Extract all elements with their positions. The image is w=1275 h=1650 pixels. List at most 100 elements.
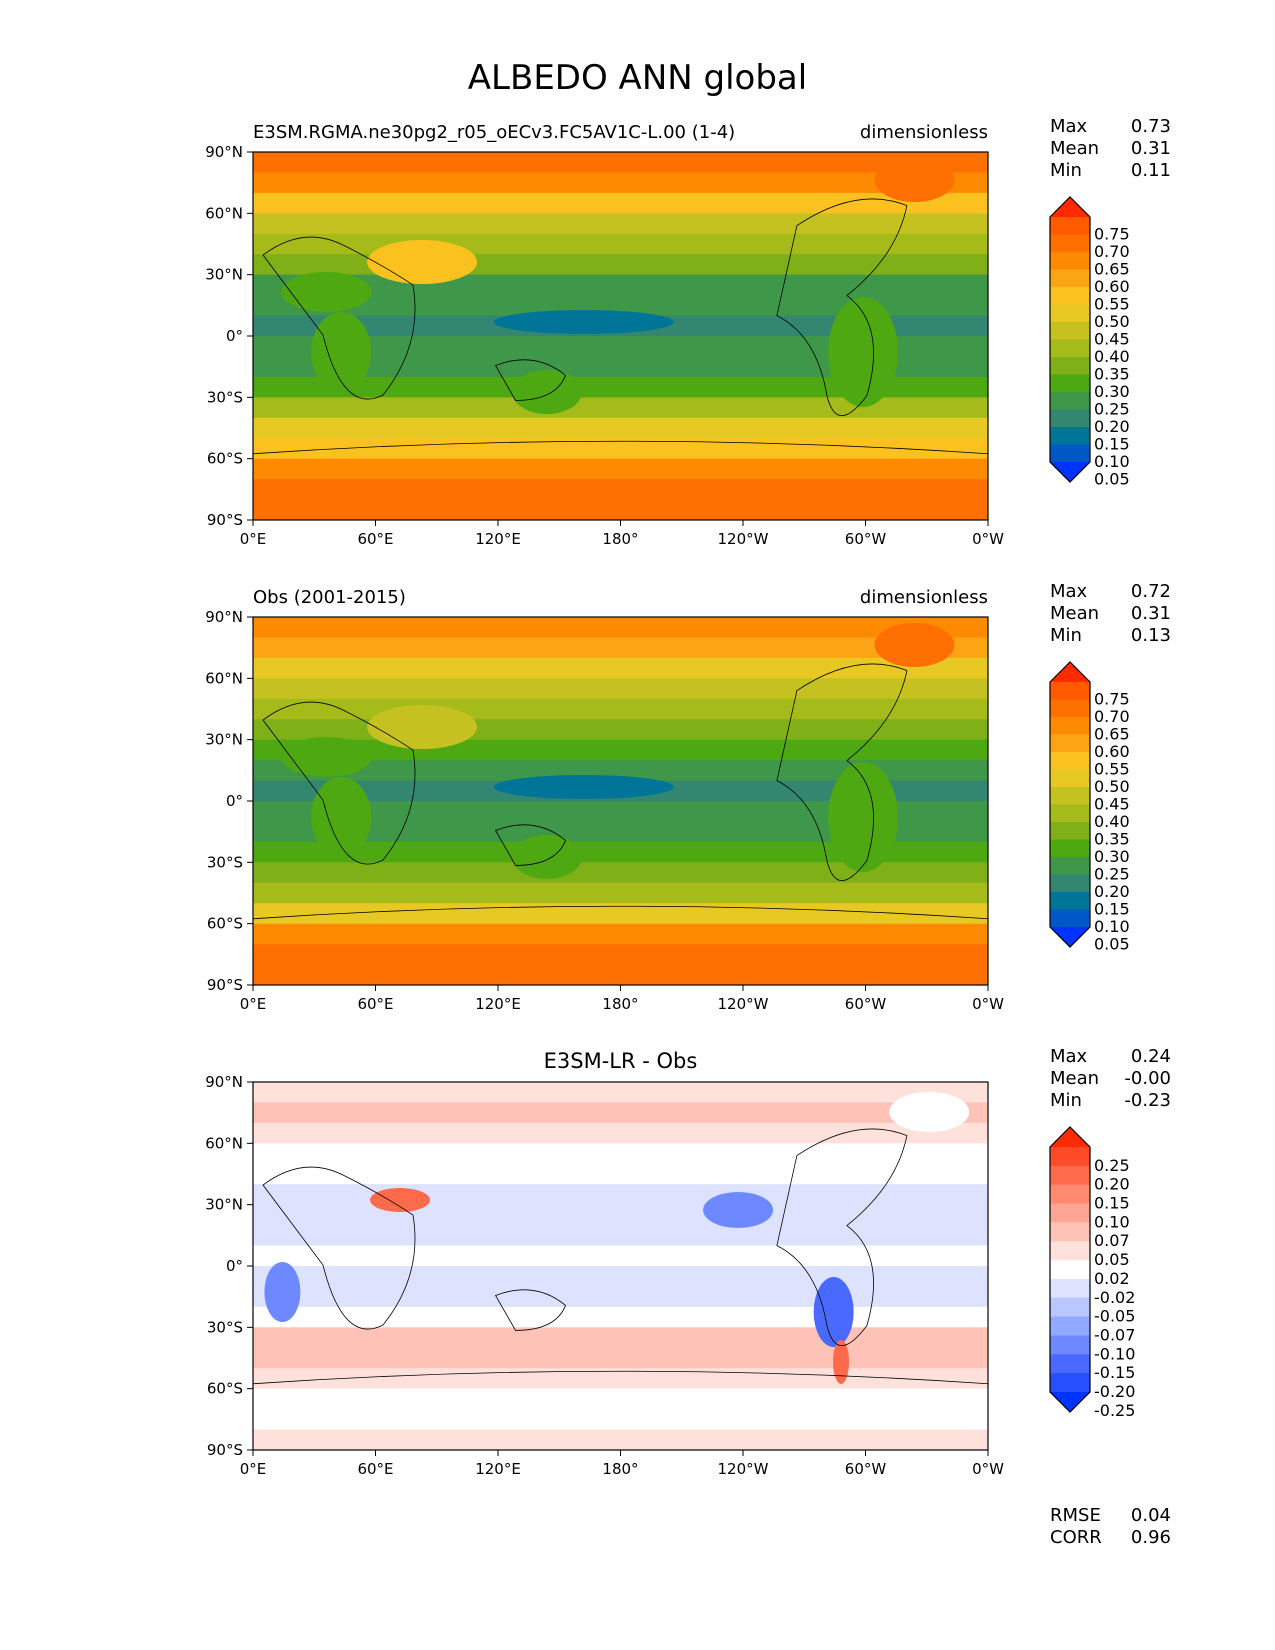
y-tick-label: 30°S <box>207 853 243 871</box>
zonal-band <box>253 1306 988 1328</box>
y-tick-label: 90°S <box>207 976 243 994</box>
regional-feature <box>889 1092 970 1132</box>
colorbar-swatch <box>1050 822 1090 840</box>
colorbar-swatch <box>1050 339 1090 358</box>
regional-feature <box>281 737 372 777</box>
x-tick-label: 120°W <box>718 995 769 1013</box>
colorbar-level-label: 0.75 <box>1094 225 1130 244</box>
zonal-band <box>253 1388 988 1410</box>
colorbar-swatch <box>1050 1278 1090 1299</box>
regional-feature <box>828 297 899 407</box>
panel-title-left: Obs (2001-2015) <box>253 587 406 608</box>
coastline <box>252 1128 989 1385</box>
colorbar-swatch <box>1050 874 1090 893</box>
colorbar-swatch <box>1050 1373 1090 1393</box>
colorbar: 0.250.200.150.100.070.050.02-0.02-0.05-0… <box>1049 1126 1135 1420</box>
zonal-band <box>253 1204 988 1226</box>
colorbar-level-label: 0.50 <box>1094 777 1130 796</box>
zonal-band <box>253 862 988 884</box>
colorbar-swatch <box>1050 1297 1090 1318</box>
zonal-band <box>253 479 988 501</box>
zonal-band <box>253 499 988 521</box>
colorbar-swatch <box>1050 252 1090 270</box>
colorbar-level-label: 0.50 <box>1094 312 1130 331</box>
colorbar-swatch <box>1050 717 1090 735</box>
colorbar-level-label: 0.45 <box>1094 795 1130 814</box>
y-tick-label: 30°S <box>207 1318 243 1336</box>
colorbar-level-label: -0.10 <box>1094 1344 1135 1363</box>
colorbar-level-label: 0.07 <box>1094 1231 1130 1250</box>
colorbar-swatch <box>1050 444 1090 463</box>
regional-feature <box>874 158 955 202</box>
colorbar-level-label: 0.20 <box>1094 417 1130 436</box>
colorbar-swatch <box>1050 217 1090 235</box>
zonal-band <box>253 376 988 398</box>
colorbar-swatch <box>1050 857 1090 875</box>
colorbar-extend-max <box>1050 662 1090 682</box>
stat-label-min: Min <box>1050 160 1082 181</box>
stat-label-min: Min <box>1050 1090 1082 1111</box>
colorbar-level-label: -0.07 <box>1094 1325 1135 1344</box>
colorbar-swatch <box>1050 392 1090 410</box>
colorbar-level-label: 0.35 <box>1094 365 1130 384</box>
zonal-band <box>253 1245 988 1267</box>
y-tick-label: 90°S <box>207 1441 243 1459</box>
colorbar-swatch <box>1050 1354 1090 1374</box>
x-tick-label: 60°E <box>357 995 393 1013</box>
colorbar-level-label: 0.70 <box>1094 242 1130 261</box>
y-tick-label: 30°N <box>205 1196 243 1214</box>
stat-value-max: 0.73 <box>1130 116 1171 137</box>
zonal-band <box>253 719 988 741</box>
colorbar-extend-min <box>1050 462 1090 482</box>
regional-feature <box>512 370 582 414</box>
zonal-band <box>253 1266 988 1287</box>
zonal-band <box>253 637 988 659</box>
colorbar-level-label: 0.02 <box>1094 1269 1130 1288</box>
x-tick-label: 120°E <box>475 1460 521 1478</box>
colorbar-swatch <box>1050 1222 1090 1242</box>
regional-feature <box>367 240 478 284</box>
zonal-band <box>253 438 988 460</box>
colorbar-swatch <box>1050 409 1090 428</box>
figure-title: ALBEDO ANN global <box>467 58 808 98</box>
stat-value-mean: 0.31 <box>1130 603 1171 624</box>
zonal-band <box>253 1409 988 1431</box>
zonal-band <box>253 923 988 945</box>
zonal-band <box>253 657 988 679</box>
colorbar: 0.750.700.650.600.550.500.450.400.350.30… <box>1049 196 1130 489</box>
colorbar-extend-max <box>1050 1127 1090 1147</box>
x-tick-label: 0°W <box>972 1460 1004 1478</box>
colorbar-level-label: 0.15 <box>1094 900 1130 919</box>
colorbar-swatch <box>1050 287 1090 305</box>
panel-units: dimensionless <box>859 122 988 143</box>
colorbar-level-label: 0.20 <box>1094 882 1130 901</box>
regional-feature <box>264 1262 301 1322</box>
y-tick-label: 60°N <box>205 204 243 222</box>
zonal-band <box>253 1122 988 1144</box>
zonal-band <box>253 1184 988 1206</box>
colorbar-level-label: 0.40 <box>1094 812 1130 831</box>
colorbar-level-label: 0.55 <box>1094 760 1130 779</box>
colorbar-level-label: -0.02 <box>1094 1288 1135 1307</box>
colorbar-extend-min <box>1050 1392 1090 1412</box>
y-tick-label: 30°N <box>205 731 243 749</box>
zonal-band <box>253 254 988 276</box>
colorbar-level-label: 0.15 <box>1094 1194 1130 1213</box>
colorbar-swatch <box>1050 322 1090 340</box>
colorbar-swatch <box>1050 804 1090 823</box>
colorbar-swatch <box>1050 839 1090 858</box>
colorbar-swatch <box>1050 374 1090 393</box>
zonal-band <box>253 617 988 638</box>
zonal-band <box>253 1347 988 1369</box>
colorbar-swatch <box>1050 1335 1090 1355</box>
y-tick-label: 60°S <box>207 915 243 933</box>
colorbar-level-label: -0.15 <box>1094 1363 1135 1382</box>
colorbar-level-label: 0.15 <box>1094 435 1130 454</box>
y-tick-label: 0° <box>226 792 243 810</box>
stat-label-mean: Mean <box>1050 1068 1100 1089</box>
zonal-band <box>253 1429 988 1451</box>
colorbar-level-label: 0.55 <box>1094 295 1130 314</box>
stat-value-mean: -0.00 <box>1124 1068 1171 1089</box>
colorbar-extend-max <box>1050 197 1090 217</box>
x-tick-label: 180° <box>602 995 638 1013</box>
